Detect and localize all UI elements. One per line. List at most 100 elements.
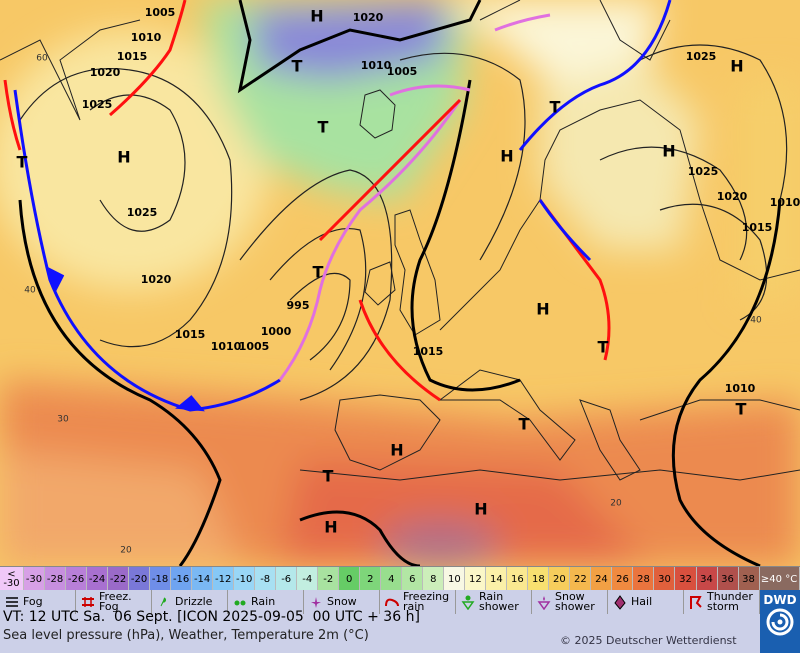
legend-icon <box>461 595 475 610</box>
pressure-center: H <box>117 148 130 167</box>
legend-icon <box>6 597 18 607</box>
logo-icon <box>766 608 794 636</box>
legend-label: Drizzle <box>175 595 213 608</box>
latitude-label: 20 <box>610 499 622 509</box>
isobar-label: 1020 <box>717 190 748 203</box>
scale-cell: -14 <box>192 567 214 591</box>
scale-cell: -22 <box>108 567 130 591</box>
latitude-label: 30 <box>57 415 69 425</box>
latitude-label: 60 <box>36 54 48 64</box>
legend-item: Fog <box>0 590 76 614</box>
pressure-center: T <box>318 118 329 137</box>
scale-cell: -30 <box>24 567 46 591</box>
scale-cell: -20 <box>129 567 151 591</box>
scale-cell: -12 <box>213 567 235 591</box>
isobar-label: 1010 <box>361 59 392 72</box>
scale-cell: 0 <box>339 567 361 591</box>
legend-icon <box>385 598 399 607</box>
scale-cell: -24 <box>87 567 109 591</box>
description: Sea level pressure (hPa), Weather, Tempe… <box>3 628 369 643</box>
latitude-label: 40 <box>24 286 36 296</box>
scale-cell: 22 <box>570 567 592 591</box>
map-labels: HH H HHHHHHTTTTTTTTT1005101010151020102510… <box>17 6 800 556</box>
latitude-label: 20 <box>120 546 132 556</box>
pressure-center: T <box>598 338 609 357</box>
isobar-label: 1015 <box>117 50 148 63</box>
scale-cell: 6 <box>402 567 424 591</box>
latitude-label: 40 <box>750 316 762 326</box>
pressure-center: T <box>550 98 561 117</box>
scale-cell: 30 <box>654 567 676 591</box>
isobar-label: 1020 <box>90 66 121 79</box>
isobar-label: 1025 <box>127 206 158 219</box>
scale-cell: 18 <box>528 567 550 591</box>
scale-cell: 26 <box>612 567 634 591</box>
pressure-center: H <box>536 300 549 319</box>
scale-cell: -10 <box>234 567 256 591</box>
legend-item: Snow shower <box>532 590 608 614</box>
scale-cell: 34 <box>696 567 718 591</box>
pressure-center: T <box>519 415 530 434</box>
legend-icon <box>690 596 702 609</box>
isobar-label: 1010 <box>770 196 800 209</box>
main-isobars <box>18 0 782 566</box>
fronts <box>3 0 672 412</box>
temperature-scale: < -30 -30 -28 -26 -24 -22 -20 -18 -16 -14 -12 -10 -8… <box>0 566 800 591</box>
valid-time: VT: 12 UTC Sa. 06 Sept. [ICON 2025-09-05… <box>3 609 420 625</box>
coastlines <box>0 0 800 481</box>
isobar-label: 1010 <box>131 31 162 44</box>
legend-label: Freezing rain <box>403 590 450 613</box>
temperature-field <box>0 0 800 566</box>
legend-item: Hail <box>608 590 684 614</box>
scale-cell: 12 <box>465 567 487 591</box>
isobar-label: 1025 <box>688 165 719 178</box>
legend-item: Rain shower <box>456 590 532 614</box>
legend-icon <box>160 597 166 607</box>
scale-cell: 36 <box>717 567 739 591</box>
legend-label: Fog <box>23 595 43 608</box>
isobar-label: 1020 <box>141 273 172 286</box>
isobar-label: 1015 <box>175 328 206 341</box>
scale-cell: 2 <box>360 567 382 591</box>
legend-icon <box>311 597 321 608</box>
legend-icon <box>537 596 551 610</box>
legend-item: Thunder storm <box>684 590 760 614</box>
scale-cell: 16 <box>507 567 529 591</box>
logo-text: DWD <box>763 593 797 607</box>
logo: DWD <box>760 590 800 653</box>
scale-cell: 8 <box>423 567 445 591</box>
legend-icon <box>82 597 94 607</box>
pressure-center: T <box>323 467 334 486</box>
scale-low: < -30 <box>0 567 24 591</box>
scale-cell: 10 <box>444 567 466 591</box>
copyright: © 2025 Deutscher Wetterdienst <box>560 634 737 647</box>
isobar-label: 1005 <box>387 65 418 78</box>
scale-cell: 28 <box>633 567 655 591</box>
scale-cell: 4 <box>381 567 403 591</box>
scale-cell: 20 <box>549 567 571 591</box>
legend-item: Drizzle <box>152 590 228 614</box>
scale-cell: 38 <box>738 567 760 591</box>
legend-label: Rain shower <box>479 590 519 613</box>
scale-cell: -18 <box>150 567 172 591</box>
weather-legend: Fog Freez. Fog Drizzle Rain Snow Freezing rai… <box>0 590 760 614</box>
legend-label: Rain <box>251 595 276 608</box>
isobar-label: 1010 <box>211 340 242 353</box>
isobar-label: 1015 <box>742 221 773 234</box>
legend-item: Freez. Fog <box>76 590 152 614</box>
scale-cell: -16 <box>171 567 193 591</box>
pressure-center: H <box>310 7 323 26</box>
legend-label: Snow shower <box>555 590 595 613</box>
scale-cell: 14 <box>486 567 508 591</box>
pressure-center: H <box>390 441 403 460</box>
pressure-center: T <box>292 57 303 76</box>
isobar-label: 1025 <box>686 50 717 63</box>
legend-label: Snow <box>327 595 357 608</box>
scale-high: ≥40 °C <box>759 567 800 591</box>
legend-item: Freezing rain <box>380 590 456 614</box>
isobar-label: 1020 <box>353 11 384 24</box>
scale-cell: -8 <box>255 567 277 591</box>
isobar-label: 1010 <box>725 382 756 395</box>
legend-label: Thunder storm <box>707 590 753 613</box>
scale-cell: -2 <box>318 567 340 591</box>
